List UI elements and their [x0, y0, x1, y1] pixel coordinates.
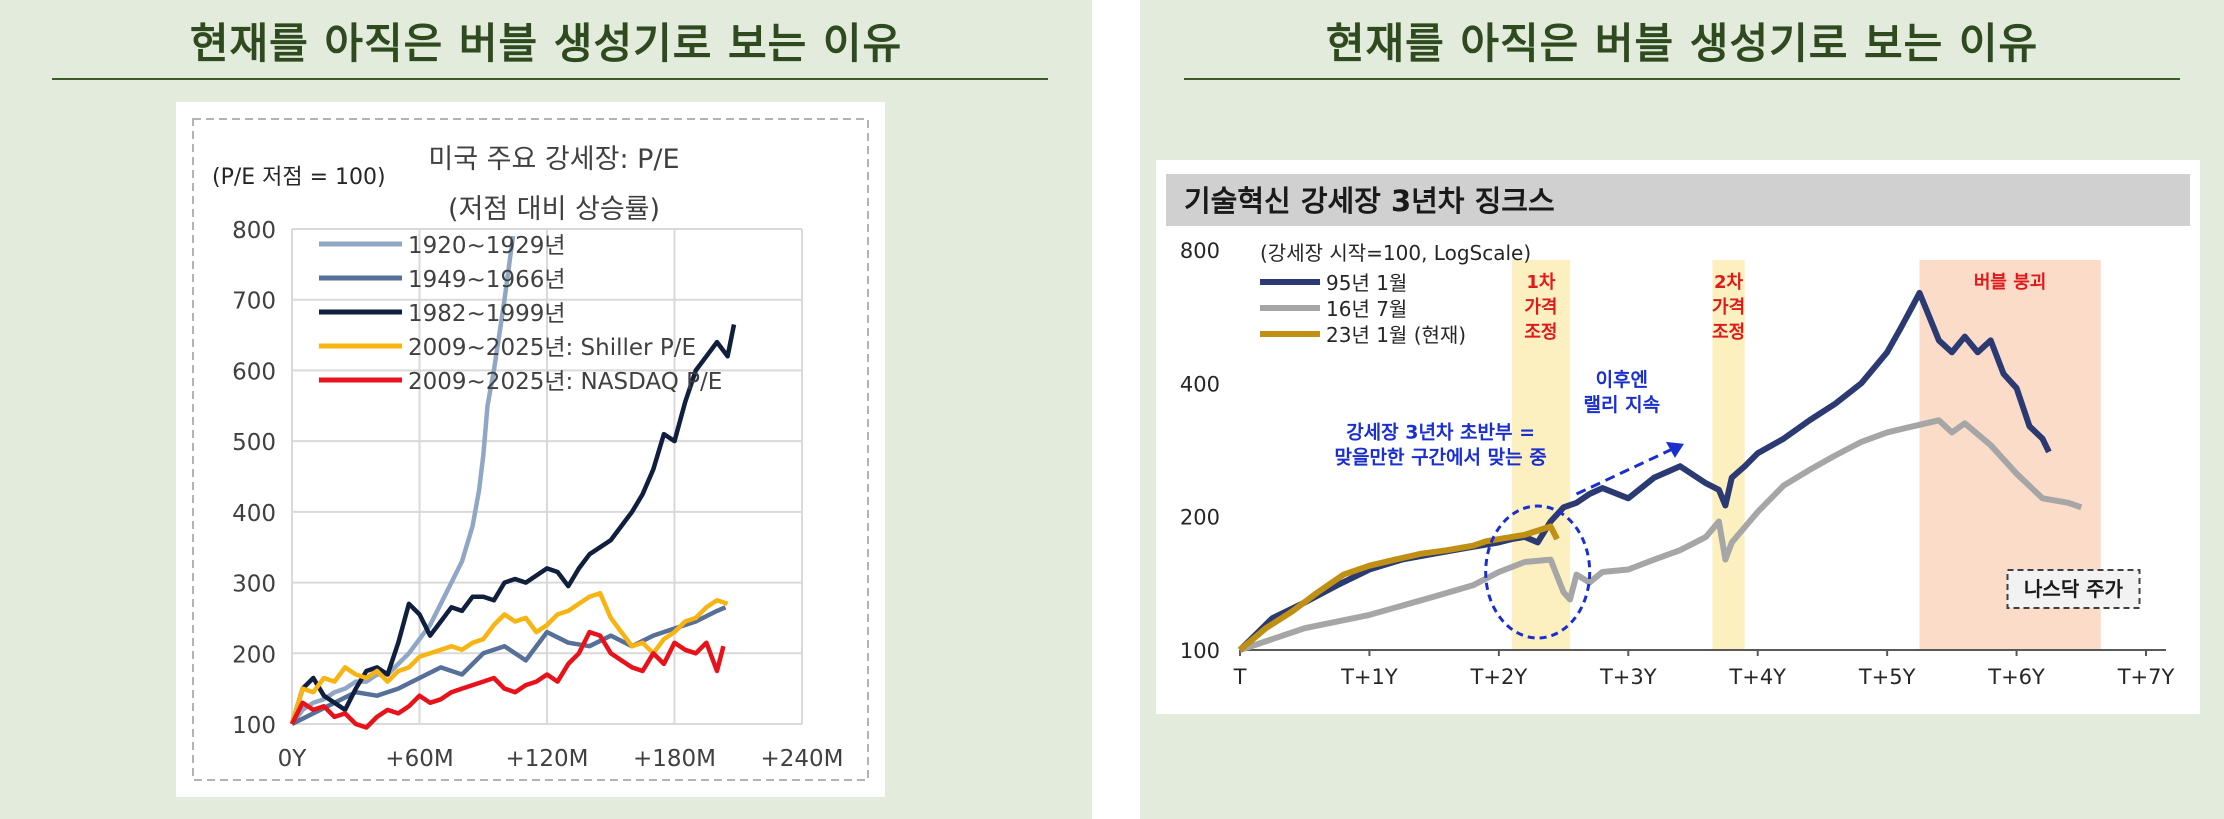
pe-chart: 100 200 300 400 500 600 700 800 0Y +60M +120M +180M…	[192, 118, 869, 781]
right-panel-title: 현재를 아직은 버블 생성기로 보는 이유	[1325, 19, 2039, 68]
legend-label: 23년 1월 (현재)	[1326, 323, 1466, 347]
shaded-region	[1712, 260, 1745, 650]
x-tick-label: +180M	[633, 746, 716, 772]
x-tick-label: T	[1233, 665, 1247, 689]
legend-label: 1949~1966년	[408, 267, 566, 293]
y-axis-label: (P/E 저점 = 100)	[212, 165, 386, 190]
chart-dashed-frame	[192, 118, 869, 781]
legend-label: 2009~2025년: Shiller P/E	[408, 335, 696, 361]
right-title-rule	[1184, 78, 2180, 80]
left-title-rule	[52, 78, 1048, 80]
nasdaq-label-box	[2006, 569, 2141, 609]
y-tick-label: 800	[1180, 239, 1220, 263]
legend-label: 1920~1929년	[408, 233, 566, 259]
x-tick-label: +120M	[505, 746, 588, 772]
legend-label: 2009~2025년: NASDAQ P/E	[408, 369, 722, 395]
series-line	[1239, 417, 2083, 653]
annotation-text: 이후엔	[1596, 369, 1648, 391]
x-tick-label: +240M	[760, 746, 843, 772]
y-tick-label: 500	[232, 430, 276, 456]
x-tick-label: T+2Y	[1470, 665, 1528, 689]
left-chart-box: 100 200 300 400 500 600 700 800 0Y +60M +120M +180M…	[176, 102, 885, 797]
x-tick-label: +60M	[385, 746, 453, 772]
x-tick-label: T+5Y	[1858, 665, 1916, 689]
x-tick-label: T+7Y	[2117, 665, 2175, 689]
x-tick-label: T+4Y	[1728, 665, 1786, 689]
x-tick-label: 0Y	[278, 746, 308, 772]
y-tick-label: 100	[1180, 639, 1220, 663]
nasdaq-label: 나스닥 주가	[2024, 577, 2124, 601]
rally-arrow-line	[1575, 447, 1675, 496]
highlight-ellipse	[1484, 504, 1592, 640]
y-tick-label: 200	[1180, 506, 1220, 530]
series-line	[290, 235, 516, 726]
y-axis-label: (강세장 시작=100, LogScale)	[1260, 241, 1531, 265]
region-label: 2차	[1714, 272, 1744, 293]
y-tick-label: 100	[232, 713, 276, 739]
series-line	[289, 590, 729, 725]
series-line	[289, 324, 737, 725]
right-panel: 현재를 아직은 버블 생성기로 보는 이유 기술혁신 강세장 3년차 징크스 1차…	[1140, 0, 2224, 819]
x-tick-label: T+3Y	[1599, 665, 1657, 689]
chart-subtitle: (저점 대비 상승률)	[448, 194, 660, 225]
chart-header-bar	[1166, 174, 2190, 226]
chart-title: 기술혁신 강세장 3년차 징크스	[1184, 184, 1555, 218]
annotation-text: 맞을만한 구간에서 맞는 중	[1335, 447, 1547, 469]
y-tick-label: 200	[232, 642, 276, 668]
region-label: 조정	[1524, 322, 1557, 343]
region-label: 1차	[1526, 272, 1556, 293]
region-label: 조정	[1712, 322, 1745, 343]
legend-label: 1982~1999년	[408, 301, 566, 327]
legend-label: 95년 1월	[1326, 271, 1407, 295]
chart-title: 미국 주요 강세장: P/E	[428, 144, 679, 175]
series-line	[1238, 523, 1560, 653]
left-panel: 현재를 아직은 버블 생성기로 보는 이유 100 200 300 400 500 600…	[0, 0, 1092, 819]
y-tick-label: 700	[232, 289, 276, 315]
region-label: 버블 붕괴	[1974, 272, 2047, 293]
y-tick-label: 800	[232, 218, 276, 244]
rally-arrow-head	[1665, 441, 1684, 458]
left-panel-title: 현재를 아직은 버블 생성기로 보는 이유	[189, 19, 903, 68]
annotation-text: 랠리 지속	[1584, 394, 1661, 416]
x-tick-label: T+6Y	[1987, 665, 2045, 689]
y-tick-label: 400	[1180, 372, 1220, 396]
series-line	[290, 605, 727, 727]
y-tick-label: 300	[232, 572, 276, 598]
region-label: 가격	[1524, 297, 1557, 318]
series-line	[289, 629, 726, 730]
legend-label: 16년 7월	[1326, 297, 1407, 321]
y-tick-label: 400	[232, 501, 276, 527]
region-label: 가격	[1712, 297, 1745, 318]
annotation-text: 강세장 3년차 초반부 =	[1346, 422, 1535, 444]
x-tick-label: T+1Y	[1340, 665, 1398, 689]
y-tick-label: 600	[232, 359, 276, 385]
